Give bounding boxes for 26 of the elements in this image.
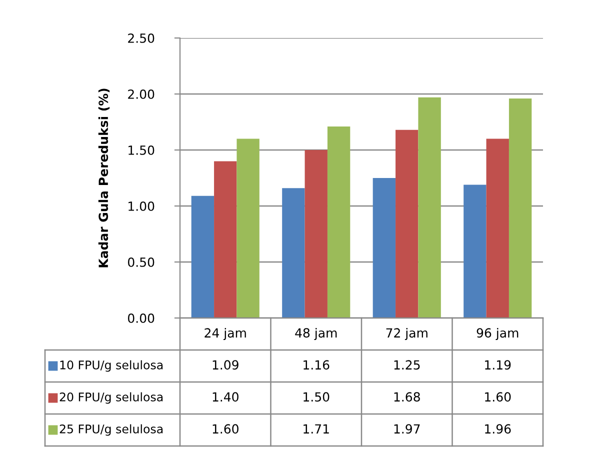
x-tick-label: 24 jam [204, 328, 246, 340]
x-tick-label: 96 jam [476, 328, 518, 340]
y-tick-label: 1.00 [128, 201, 154, 211]
y-tick-label: 1.50 [128, 145, 154, 155]
y-axis-title: Kadar Gula Pereduksi (%) [98, 88, 110, 268]
data-label: 1.96 [485, 424, 511, 434]
legend-label: 25 FPU/g selulosa [60, 424, 163, 436]
y-tick-label: 0.00 [128, 313, 154, 323]
data-label: 1.97 [394, 424, 420, 434]
y-tick-label: 0.50 [128, 257, 154, 267]
legend-label: 10 FPU/g selulosa [60, 360, 163, 372]
y-tick-label: 2.50 [128, 33, 154, 43]
data-label: 1.71 [304, 424, 329, 434]
y-tick-label: 2.00 [128, 89, 154, 99]
x-tick-label: 72 jam [386, 328, 428, 340]
data-label: 1.16 [304, 360, 330, 370]
data-label: 1.68 [394, 392, 420, 402]
data-label: 1.25 [394, 360, 420, 370]
x-tick-label: 48 jam [295, 328, 337, 340]
data-label: 1.60 [485, 392, 511, 402]
data-label: 1.19 [485, 360, 511, 370]
data-label: 1.40 [212, 392, 238, 402]
data-label: 1.50 [304, 392, 330, 402]
legend-label: 20 FPU/g selulosa [60, 392, 163, 404]
data-label: 1.09 [212, 360, 238, 370]
data-label: 1.60 [212, 424, 238, 434]
